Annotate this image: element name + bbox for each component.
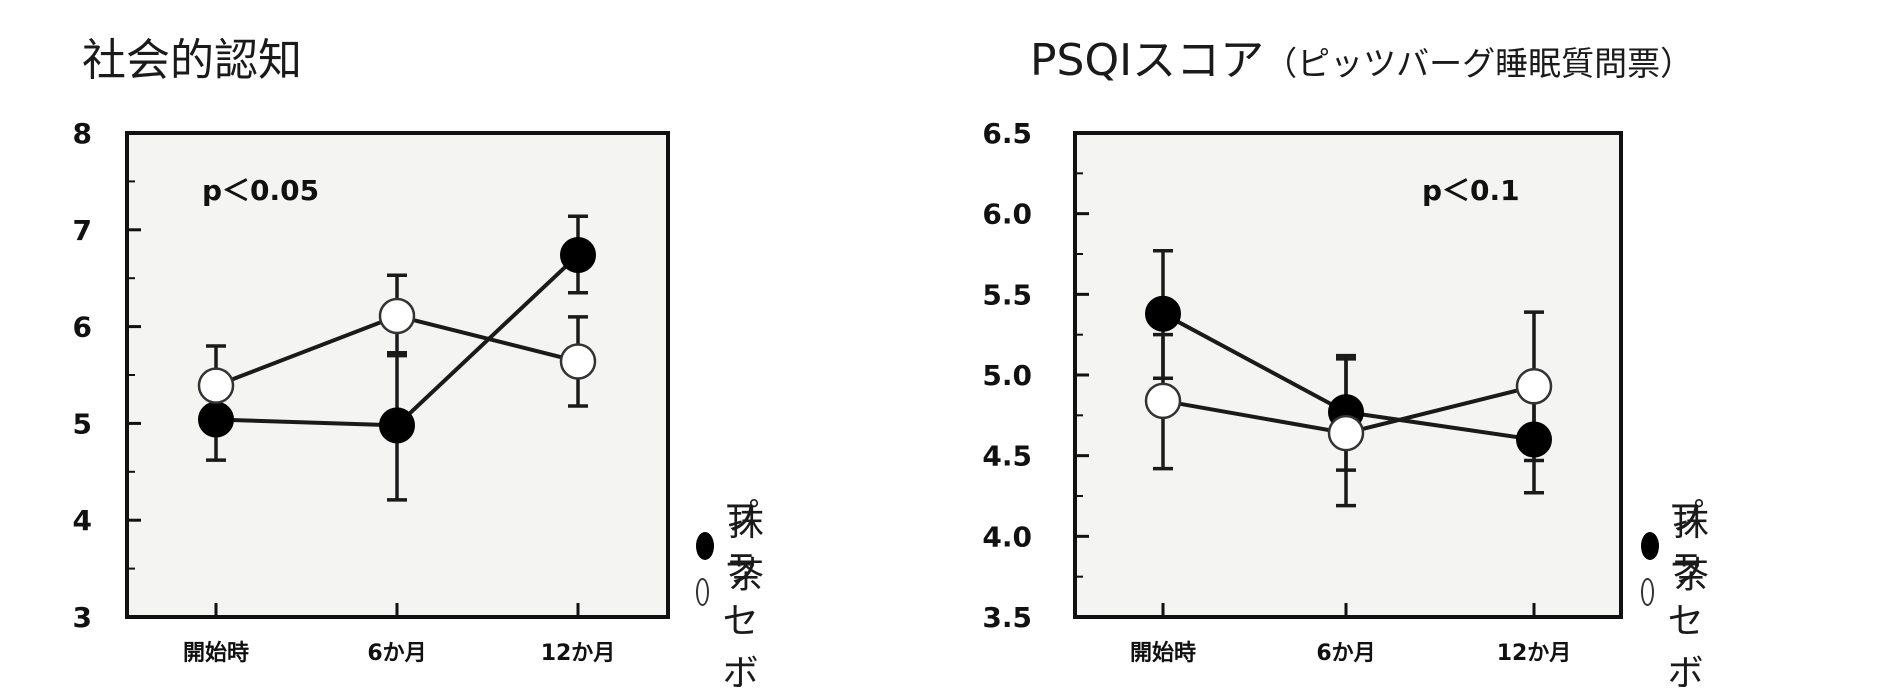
y-tick-label: 5.0	[982, 359, 1032, 392]
data-point-placebo	[1144, 382, 1182, 420]
legend-item-matcha: 抹茶	[1641, 503, 1719, 596]
chart-title-social-cognition: 社会的認知	[82, 24, 302, 88]
title-main: 社会的認知	[82, 35, 302, 86]
x-tick-label: 6か月	[367, 641, 426, 666]
x-tick-label: 6か月	[1316, 641, 1375, 666]
data-point-placebo	[559, 343, 597, 380]
y-tick-label: 6.5	[982, 117, 1032, 150]
y-tick-label: 5	[73, 407, 92, 440]
title-main: PSQIスコア	[1030, 35, 1265, 86]
y-tick-label: 4	[73, 504, 92, 537]
y-tick-label: 8	[73, 117, 92, 150]
y-tick-label: 7	[73, 214, 92, 247]
y-tick-label: 5.5	[982, 278, 1032, 311]
y-tick-label: 4.5	[982, 440, 1032, 473]
data-point-placebo	[378, 297, 416, 335]
y-tick-label: 3	[73, 601, 92, 634]
legend-label-matcha: 抹茶	[727, 503, 764, 596]
y-tick-label: 6	[73, 311, 92, 344]
legend-psqi: 抹茶 プラセボ	[1641, 497, 1719, 694]
legend-label-placebo: プラセボ	[1667, 497, 1704, 694]
chart-social-cognition: 3 4 5 6 7 8 開始時 6か月 12か月 p＜0.05	[73, 117, 670, 666]
legend-social-cognition: 抹茶 プラセボ	[696, 497, 774, 694]
filled-circle-icon	[696, 532, 714, 560]
data-point-matcha	[1145, 295, 1181, 332]
chart-title-psqi: PSQIスコア（ピッツバーグ睡眠質問票）	[1030, 24, 1693, 88]
open-circle-icon	[1641, 578, 1654, 606]
legend-item-matcha: 抹茶	[696, 503, 774, 596]
legend-label-placebo: プラセボ	[722, 497, 759, 694]
legend-item-placebo: プラセボ	[696, 497, 774, 694]
x-tick-label: 開始時	[1130, 640, 1196, 666]
p-value-annotation: p＜0.1	[1422, 174, 1520, 207]
y-tick-label: 6.0	[982, 198, 1032, 231]
x-tick-label: 12か月	[541, 641, 616, 666]
x-tick-label: 12か月	[1497, 641, 1572, 666]
data-point-placebo	[197, 367, 235, 404]
data-point-placebo	[1327, 414, 1365, 452]
p-value-annotation: p＜0.05	[202, 174, 319, 207]
filled-circle-icon	[1641, 532, 1659, 560]
legend-label-matcha: 抹茶	[1672, 503, 1709, 596]
data-point-matcha	[1516, 421, 1552, 458]
y-tick-label: 3.5	[982, 601, 1032, 634]
x-tick-label: 開始時	[183, 640, 249, 666]
title-sub: （ピッツバーグ睡眠質問票）	[1264, 44, 1694, 83]
data-point-matcha	[560, 236, 596, 273]
data-point-matcha	[379, 407, 415, 444]
legend-item-placebo: プラセボ	[1641, 497, 1719, 694]
data-point-placebo	[1515, 368, 1553, 405]
open-circle-icon	[696, 578, 709, 606]
y-tick-label: 4.0	[982, 520, 1032, 553]
